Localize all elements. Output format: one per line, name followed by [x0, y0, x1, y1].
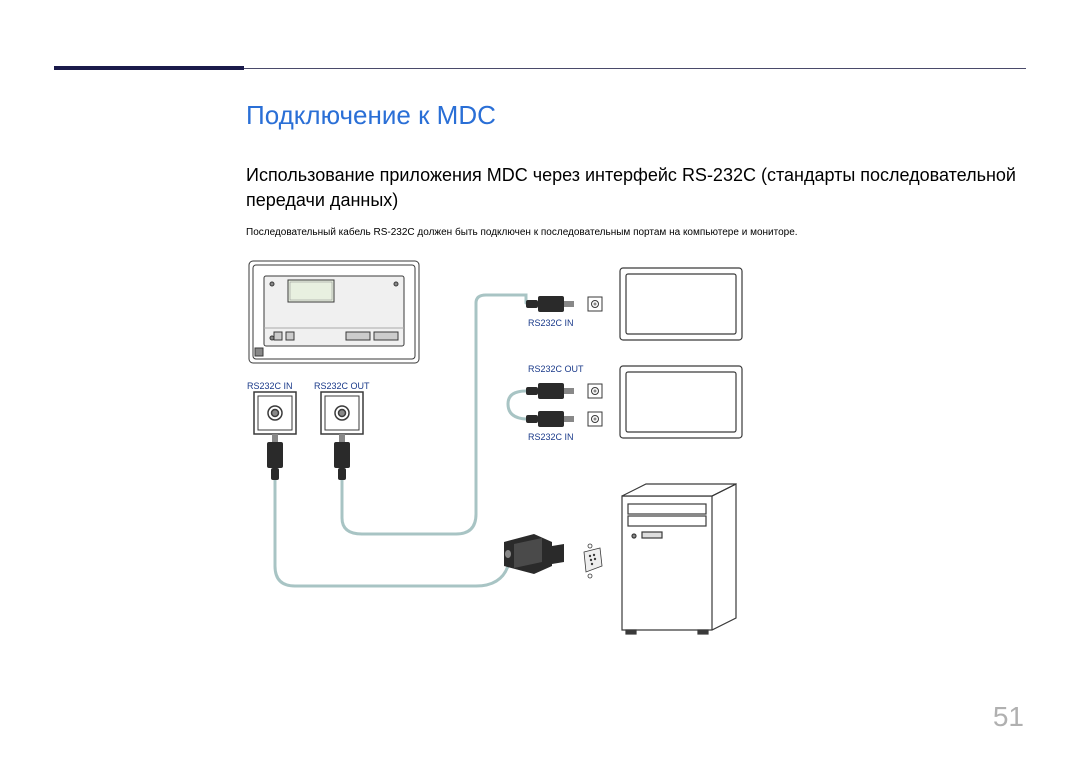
- jack-plug-left-in: [267, 434, 283, 480]
- label-rs232c-in-r2: RS232C IN: [528, 432, 574, 442]
- jack-plug-right-mid: [526, 383, 602, 399]
- label-rs232c-in-left: RS232C IN: [247, 381, 293, 391]
- port-box-out: [321, 392, 363, 434]
- port-box-in: [254, 392, 296, 434]
- jack-plug-left-out: [334, 434, 350, 480]
- content-area: Подключение к MDC Использование приложен…: [246, 100, 1020, 656]
- label-rs232c-in-r1: RS232C IN: [528, 318, 574, 328]
- monitor-small-1: [620, 268, 742, 340]
- page-title: Подключение к MDC: [246, 100, 1020, 131]
- page-subtitle: Использование приложения MDC через интер…: [246, 163, 1020, 213]
- monitor-back: [249, 261, 419, 363]
- pc-tower: [622, 484, 736, 634]
- monitor-small-2: [620, 366, 742, 438]
- db9-connector: [504, 534, 564, 574]
- page-note: Последовательный кабель RS-232C должен б…: [246, 227, 1020, 238]
- jack-plug-right-bot: [526, 411, 602, 427]
- jack-plug-right-top: [526, 296, 602, 312]
- label-rs232c-out-left: RS232C OUT: [314, 381, 370, 391]
- db9-port: [584, 544, 602, 578]
- page-number: 51: [993, 701, 1024, 733]
- label-rs232c-out-r: RS232C OUT: [528, 364, 584, 374]
- connection-diagram: RS232C IN RS232C OUT RS232C IN RS232C OU…: [246, 256, 806, 656]
- header-accent: [54, 66, 244, 70]
